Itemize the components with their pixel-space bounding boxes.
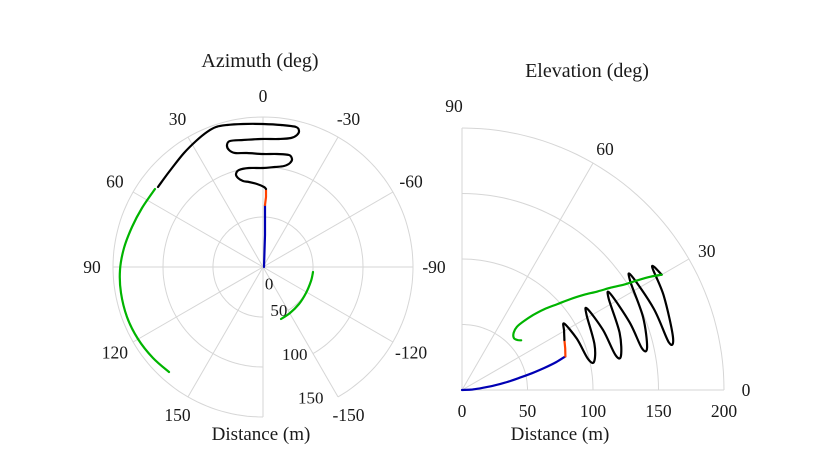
elevation-r-label-200: 200 [711, 401, 738, 421]
azimuth-theta-label--30: -30 [337, 109, 361, 129]
azimuth-climb-leg-line [263, 188, 268, 207]
elevation-outbound-leg-line [460, 355, 567, 392]
elevation-grid-arc-200 [461, 127, 725, 391]
azimuth-theta-label-60: 60 [106, 172, 124, 192]
elevation-r-label-0: 0 [458, 401, 467, 421]
azimuth-grid-ray-30 [187, 136, 264, 268]
elevation-xaxis-label: Distance (m) [510, 424, 610, 445]
elevation-grid-ray-60 [461, 162, 594, 391]
azimuth-r-label-50: 50 [270, 301, 287, 320]
azimuth-theta-label-0: 0 [259, 86, 268, 106]
elevation-plot: 0 30 60 90 0 50 100 150 200 [445, 96, 750, 421]
elevation-theta-label-30: 30 [698, 241, 716, 261]
azimuth-r-label-150: 150 [298, 389, 324, 408]
elevation-return-arc-line [512, 273, 663, 342]
azimuth-scan-pattern-line [156, 122, 301, 191]
elevation-climb-leg-line [563, 338, 567, 358]
azimuth-grid-ray--60 [262, 191, 394, 268]
azimuth-grid-ray--120 [262, 266, 394, 343]
azimuth-r-label-0: 0 [265, 274, 274, 293]
elevation-scan-pattern-line [562, 264, 675, 365]
elevation-grid-ray-30 [461, 258, 690, 391]
azimuth-grid-ray-150 [187, 266, 264, 398]
azimuth-theta-label--120: -120 [395, 343, 427, 363]
elevation-theta-label-90: 90 [445, 96, 463, 116]
elevation-theta-label-0: 0 [742, 380, 751, 400]
azimuth-theta-label--90: -90 [422, 257, 446, 277]
azimuth-theta-label-30: 30 [169, 109, 187, 129]
azimuth-grid-ray--30 [262, 136, 339, 268]
azimuth-theta-label-150: 150 [164, 405, 191, 425]
azimuth-r-label-100: 100 [282, 345, 308, 364]
azimuth-plot: 0 30 60 90 120 150 -150 -120 -90 -60 -30 0 50 100 150 [83, 86, 446, 425]
azimuth-theta-label--150: -150 [332, 405, 364, 425]
elevation-r-label-150: 150 [645, 401, 672, 421]
azimuth-outbound-leg-line [262, 203, 267, 269]
azimuth-xaxis-label: Distance (m) [211, 424, 311, 445]
elevation-grid-arc-100 [461, 258, 594, 391]
azimuth-return-arc-line [279, 270, 315, 321]
azimuth-return-arc-line [118, 187, 171, 374]
elevation-grid-arc-150 [461, 193, 659, 391]
elevation-r-label-50: 50 [519, 401, 537, 421]
elevation-grid-arc-50 [462, 324, 528, 390]
azimuth-grid-ray-120 [132, 266, 264, 343]
azimuth-grid-circle-150 [112, 116, 414, 418]
azimuth-plot-title: Azimuth (deg) [201, 50, 319, 72]
azimuth-grid-ray-60 [132, 191, 264, 268]
azimuth-theta-label-90: 90 [83, 257, 101, 277]
azimuth-theta-label-120: 120 [102, 343, 129, 363]
azimuth-theta-label--60: -60 [399, 172, 423, 192]
elevation-plot-title: Elevation (deg) [525, 60, 649, 82]
elevation-theta-label-60: 60 [596, 139, 614, 159]
azimuth-grid-ray--150 [262, 266, 339, 398]
elevation-r-label-100: 100 [580, 401, 607, 421]
